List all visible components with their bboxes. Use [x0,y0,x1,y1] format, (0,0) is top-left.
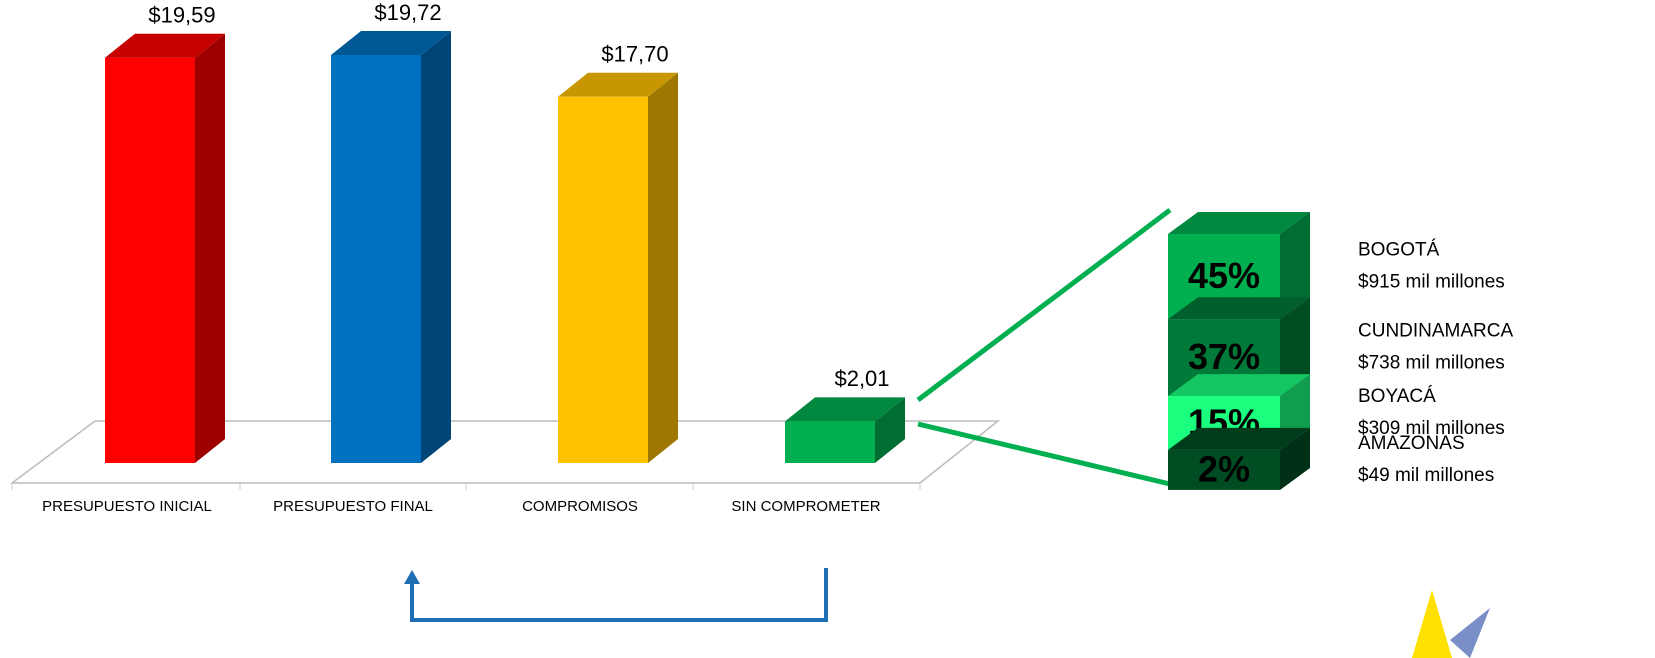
region-name: BOGOTÁ [1358,240,1440,261]
stack-segment-side [1280,427,1310,490]
bar-side [875,397,905,463]
value-label: $17,70 [601,42,668,67]
stack-segment [1168,449,1280,490]
region-amount: $915 mil millones [1358,272,1505,293]
stack-segment-side [1280,212,1310,320]
value-label: $19,59 [148,3,215,28]
region-amount: $738 mil millones [1358,353,1505,374]
arrow [410,568,828,622]
region-name: BOYACÁ [1358,386,1436,407]
x-tick-label: COMPROMISOS [522,498,638,515]
bar-top [558,72,678,97]
logo [1412,590,1452,658]
value-label: $19,72 [374,0,441,25]
bar [785,421,875,463]
floor-ticks [11,483,921,490]
arrow-head [404,570,420,584]
bar-top [785,397,905,422]
stack-segment-side [1280,297,1310,397]
bar-side [421,31,451,463]
region-amount: $49 mil millones [1358,465,1494,486]
region-name: CUNDINAMARCA [1358,321,1514,342]
callout-line [916,208,1172,402]
x-tick-label: PRESUPUESTO FINAL [273,498,433,515]
region-name: AMAZONAS [1358,433,1465,454]
callout-line [917,421,1171,487]
stack-segment-top [1168,212,1310,234]
stack-segment-top [1168,427,1310,450]
segment-label: 37% [1188,336,1260,377]
stack-segment-top [1168,374,1310,397]
logo [1450,608,1490,658]
value-label: $2,01 [834,366,889,391]
bar-top [105,33,225,58]
bar-top [331,31,451,55]
segment-label: 45% [1188,255,1260,296]
bar [558,96,648,464]
bar-side [648,72,678,464]
region-amount: $309 mil millones [1358,418,1505,439]
segment-label: 2% [1198,448,1250,489]
x-tick-label: SIN COMPROMETER [731,498,880,515]
bar-side [195,33,225,463]
x-tick-label: PRESUPUESTO INICIAL [42,498,212,515]
stack-segment-top [1168,297,1310,320]
bar [331,55,421,463]
bar [105,57,195,463]
